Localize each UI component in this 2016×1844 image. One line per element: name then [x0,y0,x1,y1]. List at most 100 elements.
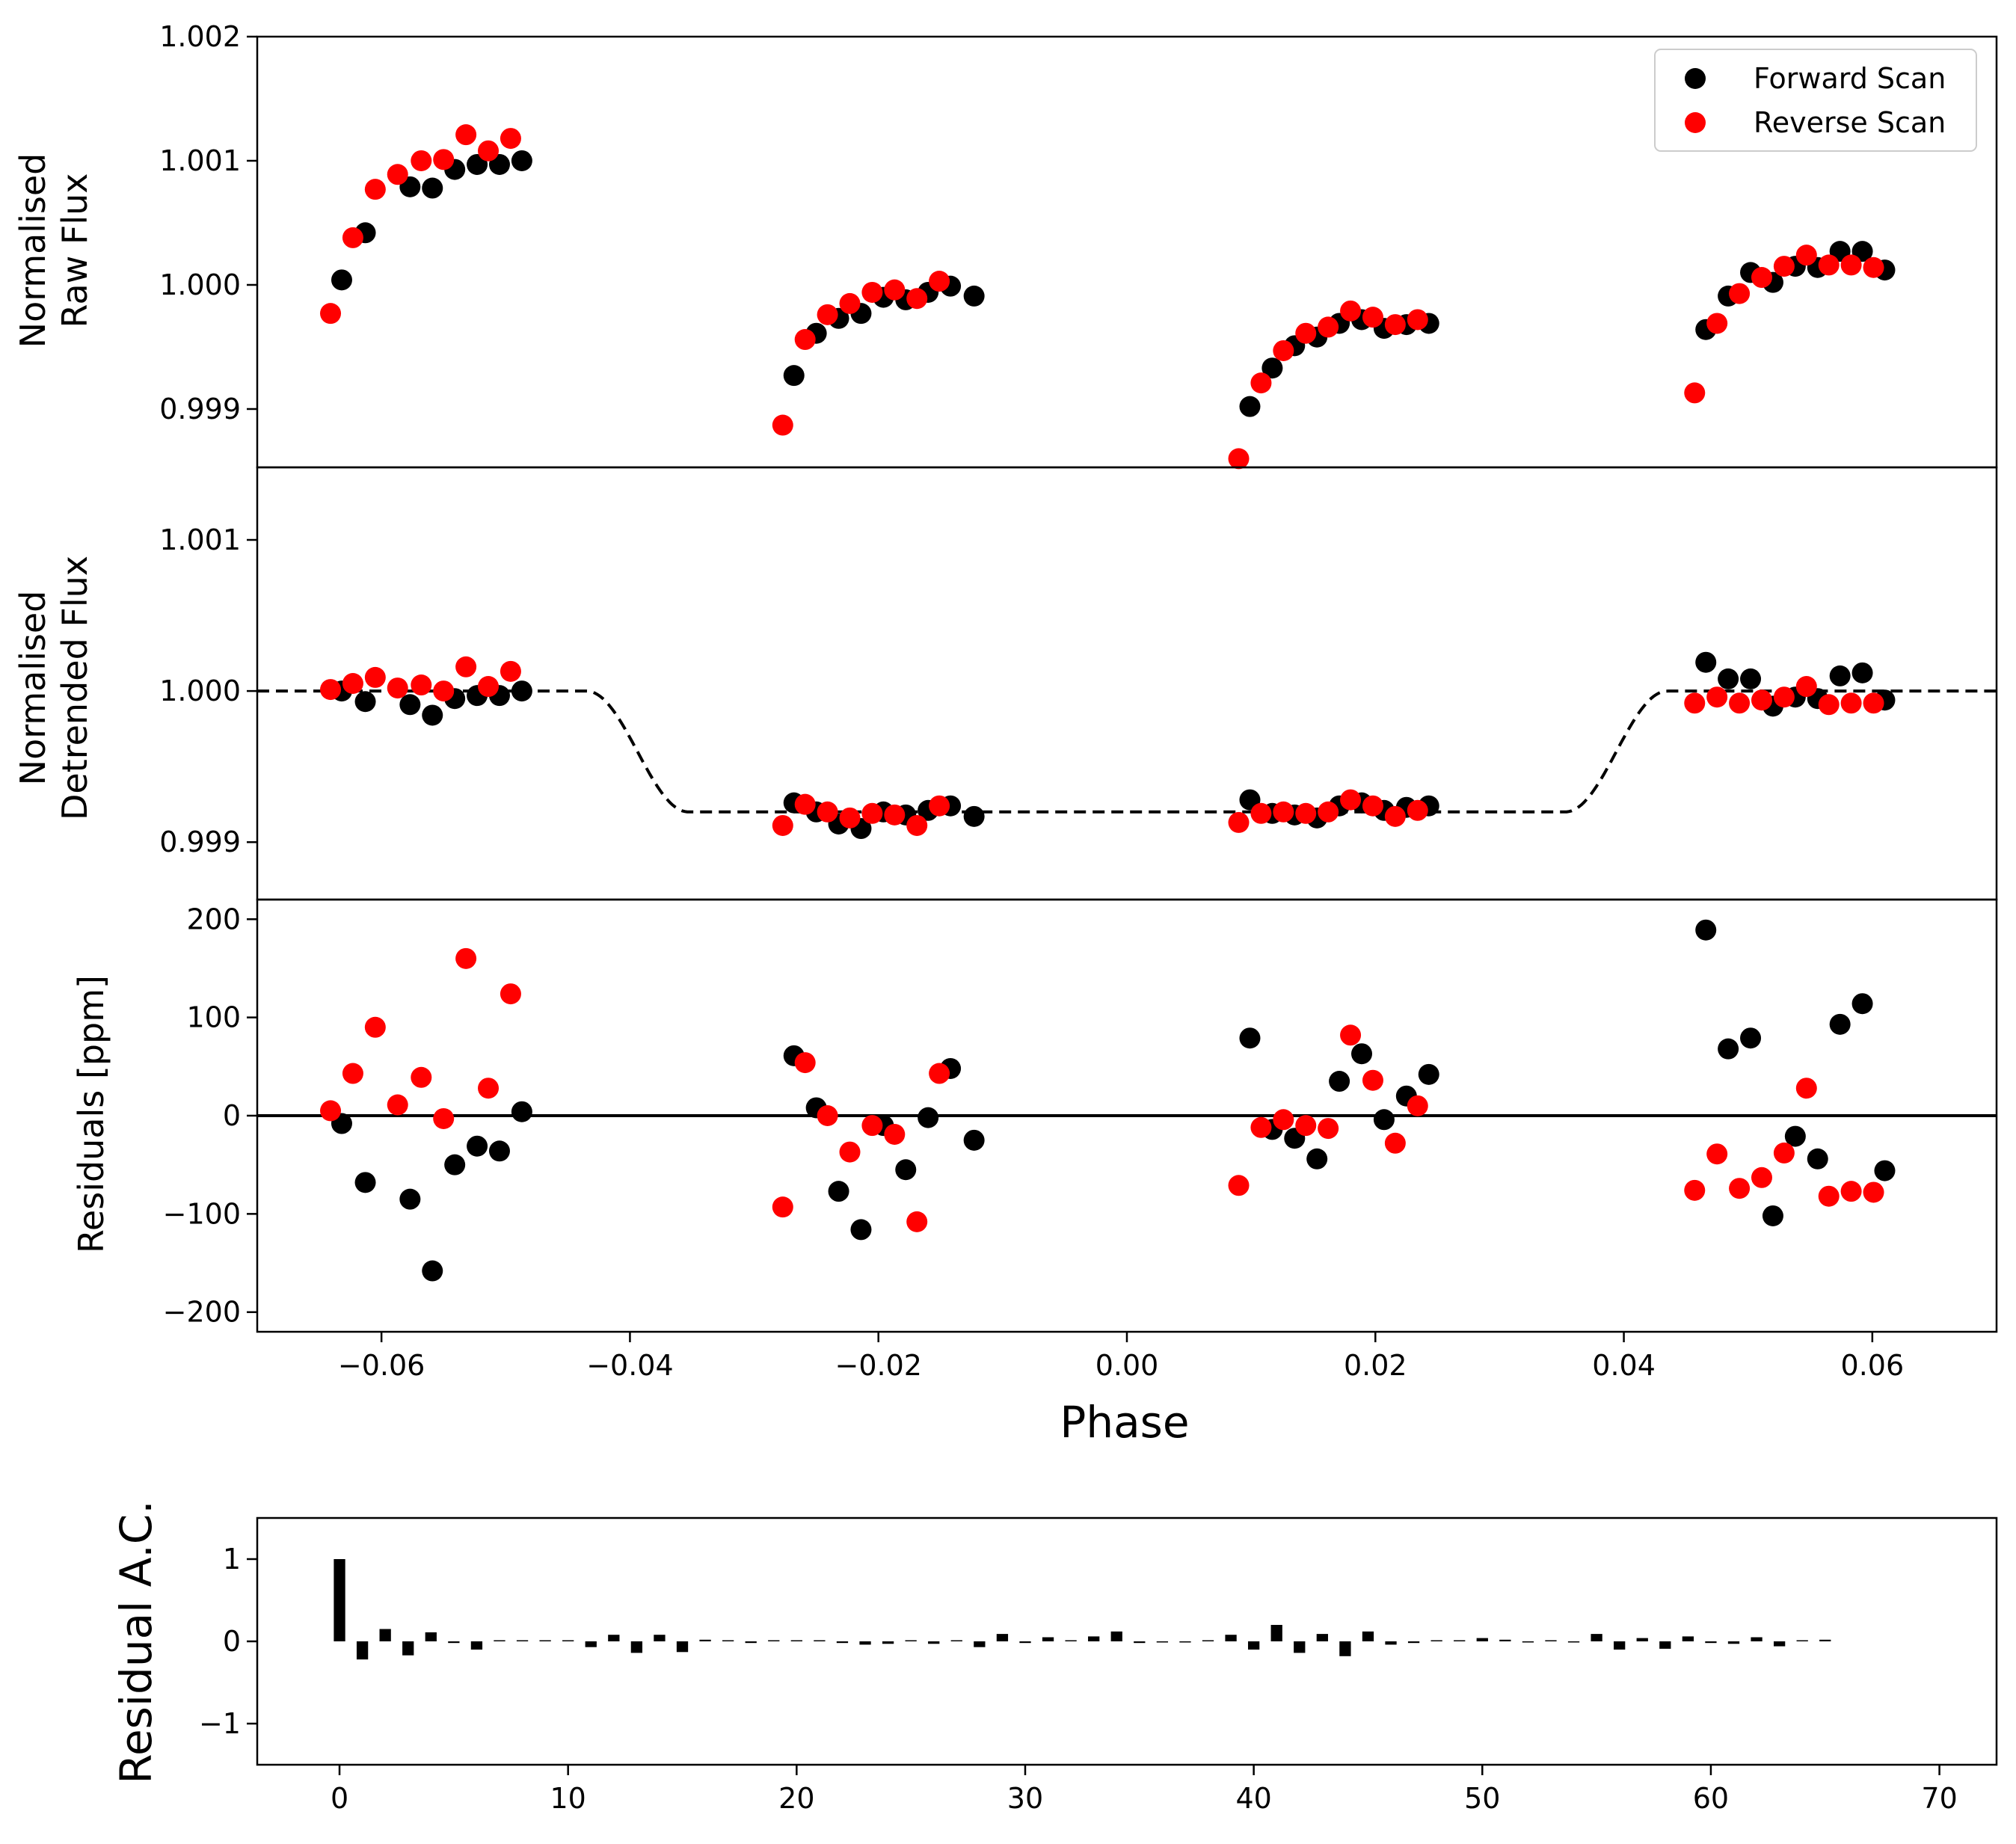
autocorrelation-bar [1225,1635,1237,1641]
lag-x-ticks: 0 10 20 30 40 50 60 70 [331,1765,1958,1815]
reverse-scan-point [1840,1181,1862,1202]
forward-scan-point [354,1172,376,1193]
reverse-scan-point [1384,805,1406,827]
reverse-scan-point [1751,689,1772,711]
x-tick-label: 70 [1921,1782,1957,1815]
forward-scan-point [511,680,532,702]
reverse-scan-point [1729,1178,1751,1199]
autocorrelation-bar [379,1629,391,1641]
reverse-scan-point [364,666,386,688]
raw-flux-ylabel-line2: Raw Flux [55,173,95,328]
forward-scan-point [963,1129,985,1151]
phase-x-ticks: −0.06 −0.04 −0.02 0.00 0.02 0.04 0.06 [338,1332,1904,1382]
autocorrelation-bar [1796,1640,1808,1641]
reverse-scan-point [320,679,342,701]
forward-scan-point [399,694,421,716]
reverse-scan-point [1340,300,1362,322]
reverse-scan-point [1340,789,1362,811]
phase-xlabel: Phase [1060,1397,1189,1448]
autocorrelation-bar [402,1641,414,1656]
reverse-scan-point [364,179,386,200]
reverse-scan-point [1795,245,1817,266]
autocorrelation-bar [1751,1637,1763,1641]
forward-scan-point [399,1188,421,1210]
legend-forward-marker [1685,68,1706,89]
reverse-scan-point [1840,692,1862,714]
autocorrelation-ylabel: Residual A.C. [111,1500,162,1783]
reverse-scan-point [1362,795,1383,817]
forward-scan-point [1874,1160,1896,1181]
reverse-scan-point [1295,322,1317,344]
forward-scan-point [422,704,443,726]
autocorrelation-bar [1065,1640,1077,1641]
forward-scan-point [511,1101,532,1122]
autocorrelation-bar [768,1640,780,1641]
forward-scan-point [1695,919,1717,941]
reverse-scan-point [1295,1115,1317,1137]
y-tick-label: 1 [223,1543,241,1576]
reverse-scan-point [839,292,861,314]
reverse-scan-point [1729,692,1751,714]
reverse-scan-point [1863,1181,1884,1203]
residuals-panel: −200 −100 0 100 200 −0.06 −0.04 −0.02 0.00 0.02 0… [71,903,1997,1448]
reverse-scan-point [1684,1179,1706,1201]
reverse-scan-point [500,128,521,150]
reverse-scan-point [411,150,432,171]
forward-scan-point [963,285,985,307]
autocorrelation-frame [256,1516,1998,1766]
autocorrelation-panel: −1 0 1 0 10 20 30 40 50 60 70 Residual A.C. [111,1500,1958,1815]
y-tick-label: 100 [186,1001,241,1034]
autocorrelation-bar [448,1641,460,1644]
autocorrelation-bar [1659,1641,1671,1649]
raw-flux-ylabel-line1: Normalised [13,153,53,348]
autocorrelation-bar [1407,1641,1420,1644]
reverse-scan-point [1751,1167,1772,1188]
reverse-scan-point [478,676,500,698]
reverse-scan-point [1863,256,1884,278]
forward-scan-point [1695,651,1717,673]
reverse-scan-point [794,793,816,815]
x-tick-label: 0.06 [1841,1349,1905,1382]
reverse-scan-point [1706,313,1728,334]
reverse-scan-point [455,947,477,969]
x-tick-label: 10 [550,1782,586,1815]
autocorrelation-bar [974,1641,986,1647]
reverse-scan-point [1273,801,1294,823]
transit-model-line [257,689,1997,814]
reverse-scan-point [387,1094,408,1116]
residuals-ylabel: Residuals [ppm] [71,975,111,1253]
reverse-scan-point [1773,1142,1795,1164]
x-tick-label: −0.06 [338,1349,425,1382]
x-tick-label: 0.04 [1592,1349,1656,1382]
reverse-scan-point [320,1100,342,1122]
reverse-scan-point [861,281,883,303]
reverse-scan-point [794,1052,816,1074]
forward-scan-point [1740,668,1762,689]
reverse-scan-point [1250,802,1272,824]
forward-scan-point [1239,396,1261,417]
reverse-scan-point [1273,339,1294,361]
residuals-frame [256,898,1998,1333]
autocorrelation-bar [1705,1641,1717,1644]
autocorrelation-bar [905,1640,917,1641]
reverse-scan-point [433,1107,455,1129]
y-tick-label: −100 [163,1197,241,1230]
forward-scan-point [963,805,985,827]
reverse-scan-point [1706,686,1728,708]
autocorrelation-bar [608,1635,620,1641]
reverse-scan-point [906,1211,928,1232]
reverse-scan-point [817,1105,838,1126]
forward-scan-point [488,1140,510,1162]
y-tick-label: 1.000 [159,268,241,301]
autocorrelation-bar [654,1635,666,1641]
forward-scan-point [1718,668,1739,689]
x-tick-label: 20 [778,1782,814,1815]
autocorrelation-bar [1819,1639,1831,1641]
y-tick-label: −200 [163,1296,241,1329]
forward-scan-point [850,1219,872,1241]
reverse-scan-point [884,279,906,301]
reverse-scan-point [1818,254,1840,276]
reverse-scan-point [772,814,793,836]
reverse-scan-point [455,656,477,677]
